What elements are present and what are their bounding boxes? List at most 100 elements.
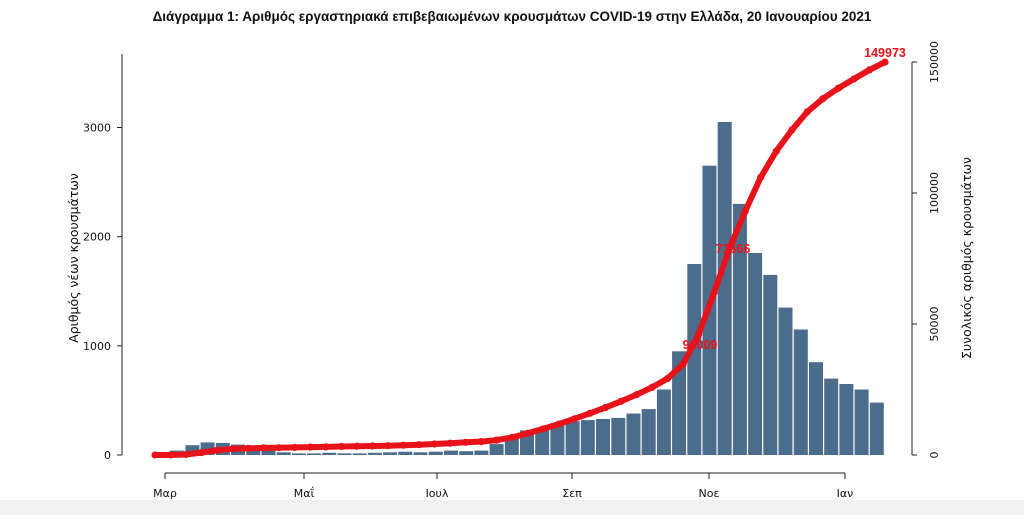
bar: [687, 264, 702, 455]
cumulative-point: [865, 66, 874, 74]
cumulative-point: [229, 445, 237, 453]
bar: [489, 444, 504, 455]
cumulative-point: [834, 84, 843, 92]
x-tick-label: Σεπ: [562, 487, 582, 500]
cumulative-point: [601, 404, 610, 412]
cumulative-mid-label: 96009: [683, 338, 718, 352]
axes-group: 0 1000 2000 3000 0 50000 100000 150000 Μαρ Μαΐ Ιου…: [83, 41, 941, 500]
cumulative-point: [539, 425, 547, 433]
cumulative-point: [741, 207, 749, 215]
bar: [383, 452, 398, 455]
bar: [732, 203, 747, 455]
cumulative-point: [493, 436, 501, 444]
bar: [778, 307, 793, 455]
cumulative-point: [881, 58, 889, 66]
cumulative-point: [664, 374, 672, 383]
cumulative-line-group: [151, 58, 889, 459]
cumulative-point: [726, 244, 734, 252]
bar: [550, 423, 565, 455]
cumulative-point: [570, 415, 579, 423]
bar: [291, 453, 306, 455]
bar: [793, 329, 808, 455]
y-tick-label-right: 50000: [928, 307, 941, 342]
x-tick-label: Ιαν: [837, 487, 854, 500]
cumulative-point: [617, 397, 625, 405]
cumulative-point: [306, 443, 314, 451]
bar: [261, 449, 276, 455]
cumulative-point: [213, 446, 221, 454]
bar: [413, 452, 428, 455]
y-tick-label-left: 0: [104, 449, 111, 462]
bar: [322, 452, 337, 455]
bar: [444, 450, 458, 455]
cumulative-point: [788, 126, 796, 134]
bar: [352, 453, 367, 455]
cumulative-point: [648, 383, 656, 391]
bar: [185, 445, 200, 455]
y-tick-label-right: 150000: [928, 41, 941, 83]
bar: [535, 427, 550, 455]
bar: [869, 402, 884, 455]
cumulative-point: [555, 420, 563, 428]
cumulative-point: [384, 442, 392, 450]
bar: [717, 122, 732, 455]
y-axis-left-label: Αριθμός νέων κρουσμάτων: [66, 173, 81, 343]
cumulative-point: [710, 289, 718, 297]
chart-title: Διάγραμμα 1: Αριθμός εργαστηριακά επιβεβ…: [152, 9, 872, 24]
cumulative-point: [431, 440, 439, 448]
bottom-strip: [0, 500, 1024, 515]
chart-area: 0 1000 2000 3000 0 50000 100000 150000 Μαρ Μαΐ Ιου…: [66, 41, 974, 500]
y-tick-label-left: 2000: [83, 231, 111, 244]
bar: [656, 389, 671, 455]
cumulative-point: [415, 441, 423, 449]
cumulative-point: [803, 108, 811, 116]
x-tick-label: Νοε: [699, 487, 720, 500]
cumulative-point: [291, 443, 299, 451]
cumulative-end-label: 149973: [864, 46, 906, 60]
cumulative-point: [524, 429, 532, 437]
bar: [398, 451, 413, 455]
cumulative-point: [446, 439, 454, 447]
cumulative-point: [586, 409, 594, 417]
cumulative-point: [275, 444, 283, 452]
cumulative-point: [757, 173, 765, 181]
bar: [337, 453, 352, 455]
cumulative-point: [462, 438, 470, 446]
cumulative-point: [679, 360, 687, 368]
bar: [474, 450, 489, 455]
x-tick-label: Ιουλ: [426, 487, 449, 500]
cumulative-point: [337, 442, 345, 451]
x-tick-label: Μαΐ: [294, 486, 315, 500]
bar: [611, 417, 626, 455]
cumulative-mid-label-2: 73666: [716, 242, 751, 256]
bar: [596, 419, 610, 455]
cumulative-point: [368, 442, 376, 450]
bar: [367, 452, 382, 455]
cumulative-point: [198, 449, 206, 457]
bar: [307, 453, 322, 455]
cumulative-point: [182, 450, 190, 459]
cumulative-point: [632, 391, 641, 399]
cumulative-point: [477, 438, 485, 446]
bar: [748, 253, 763, 455]
cumulative-point: [244, 444, 252, 452]
bar: [565, 421, 580, 455]
cumulative-point: [508, 433, 516, 441]
cumulative-point: [399, 441, 408, 449]
cumulative-point: [322, 443, 330, 451]
bars-group: [155, 122, 884, 455]
bar: [428, 451, 443, 455]
cumulative-point: [850, 75, 858, 83]
bar: [839, 384, 854, 455]
cumulative-point: [166, 451, 175, 459]
bar: [459, 451, 474, 455]
bar: [580, 420, 595, 455]
cumulative-point: [695, 330, 703, 339]
bar: [276, 452, 291, 455]
y-tick-label-right: 100000: [928, 172, 941, 214]
cumulative-point: [151, 451, 159, 459]
bar: [672, 351, 687, 455]
y-tick-label-left: 1000: [83, 340, 111, 353]
cumulative-point: [260, 444, 268, 452]
bar: [626, 413, 641, 455]
